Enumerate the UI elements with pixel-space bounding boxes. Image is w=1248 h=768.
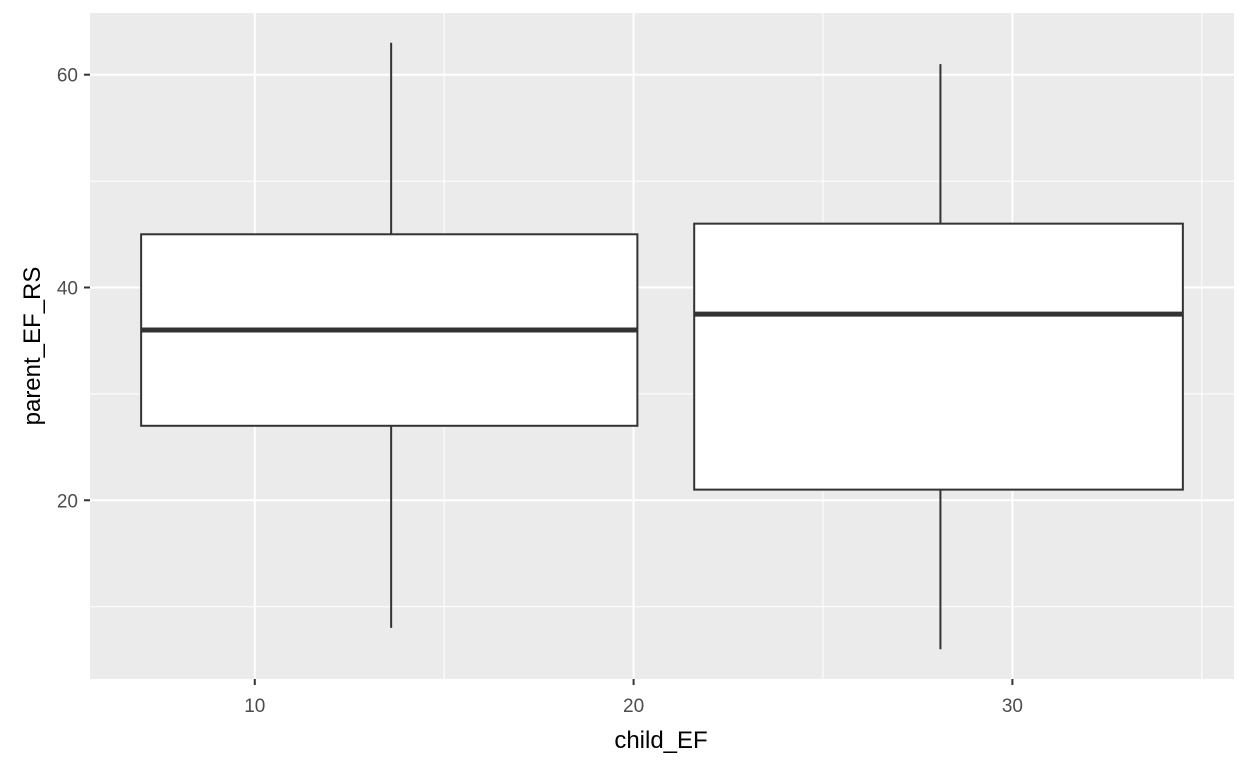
y-axis: 20 40 60 [57, 66, 90, 512]
box-iqr [693, 222, 1184, 491]
y-axis-title: parent_EF_RS [19, 267, 46, 426]
x-axis: 10 20 30 [244, 679, 1023, 717]
boxes [140, 42, 1184, 650]
y-tick-label: 20 [57, 491, 78, 512]
box-group-2 [693, 64, 1184, 650]
y-tick-label: 60 [57, 66, 78, 87]
x-tick-label: 10 [244, 696, 265, 717]
box-group-1 [140, 42, 639, 628]
x-axis-title: child_EF [614, 727, 707, 754]
x-tick-label: 30 [1002, 696, 1023, 717]
y-tick-label: 40 [57, 278, 78, 299]
x-tick-label: 20 [623, 696, 644, 717]
